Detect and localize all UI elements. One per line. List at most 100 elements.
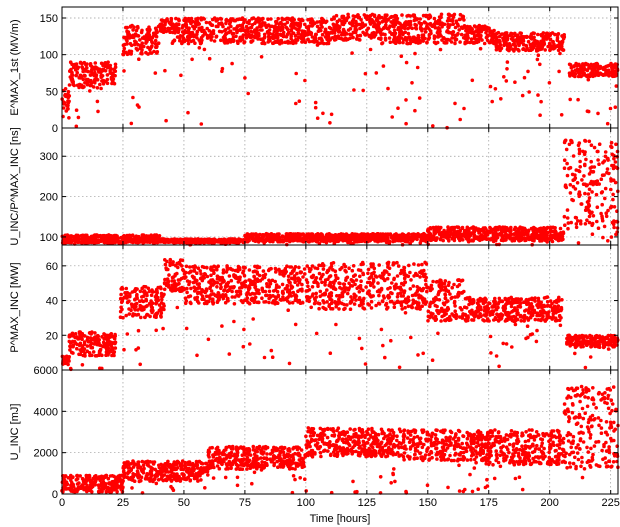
data-point [285, 283, 290, 288]
data-point [192, 269, 197, 273]
data-point [71, 65, 76, 70]
data-point [260, 24, 264, 28]
data-point [441, 36, 446, 40]
data-point [195, 22, 199, 27]
data-point [113, 73, 117, 78]
data-point [312, 301, 317, 306]
data-point [495, 47, 500, 51]
data-point [75, 83, 80, 88]
data-point [253, 35, 257, 40]
data-point [522, 75, 527, 80]
data-point [297, 99, 302, 103]
data-point [477, 25, 481, 30]
data-point [370, 19, 375, 23]
data-point [423, 21, 428, 25]
data-point [419, 238, 423, 243]
data-point [577, 149, 582, 153]
data-point [577, 151, 582, 156]
data-point [82, 60, 87, 65]
data-point [231, 39, 236, 44]
data-point [557, 69, 561, 74]
data-point [262, 355, 267, 360]
data-point [314, 276, 319, 280]
data-point [199, 240, 203, 245]
data-point [385, 26, 389, 31]
data-point [346, 12, 350, 17]
data-point [563, 184, 568, 189]
data-point [254, 29, 259, 34]
data-point [450, 19, 455, 23]
data-point [251, 269, 256, 274]
data-point [306, 235, 311, 239]
data-point [356, 13, 360, 17]
data-point [339, 33, 344, 37]
data-point [556, 234, 560, 239]
data-point [548, 237, 552, 242]
data-point [241, 33, 246, 37]
data-point [489, 38, 494, 43]
data-point [225, 297, 230, 302]
data-point [399, 233, 404, 238]
data-point [95, 78, 100, 82]
data-point [587, 210, 592, 214]
data-point [204, 294, 209, 299]
data-point [170, 25, 175, 30]
y-tick-label: 50 [46, 86, 58, 98]
data-point [99, 86, 103, 91]
data-point [165, 259, 169, 264]
data-point [380, 20, 385, 24]
data-point [438, 231, 442, 235]
data-point [99, 236, 104, 240]
data-point [313, 105, 318, 110]
data-point [199, 237, 204, 242]
data-point [350, 232, 355, 237]
data-point [598, 66, 603, 70]
data-point [223, 27, 228, 32]
data-point [136, 346, 141, 350]
data-point [199, 16, 203, 20]
data-point [148, 239, 153, 244]
data-point [303, 272, 307, 276]
data-point [202, 265, 206, 270]
data-point [113, 346, 118, 350]
data-point [531, 232, 535, 237]
data-point [524, 228, 528, 233]
data-point [146, 236, 150, 240]
data-point [417, 96, 422, 100]
data-point [179, 73, 183, 78]
data-point [139, 50, 144, 55]
data-point [470, 78, 475, 83]
data-point [149, 51, 154, 55]
data-point [535, 57, 540, 62]
data-point [188, 265, 192, 269]
data-point [602, 224, 607, 229]
data-point [295, 271, 299, 276]
data-point [246, 290, 250, 295]
data-point [73, 332, 78, 336]
data-point [485, 33, 490, 38]
data-point [255, 26, 259, 30]
data-point [228, 287, 232, 292]
data-point [288, 17, 293, 21]
data-point [298, 238, 302, 243]
data-point [109, 340, 114, 345]
data-point [358, 38, 362, 42]
data-point [534, 47, 539, 52]
data-point [560, 44, 564, 49]
data-point [69, 234, 74, 239]
data-point [84, 77, 89, 82]
data-point [284, 35, 289, 39]
data-point [268, 237, 273, 242]
data-point [80, 337, 84, 342]
data-point [381, 32, 385, 36]
data-point [501, 225, 505, 229]
data-point [119, 305, 123, 310]
data-point [368, 17, 372, 22]
data-point [369, 36, 374, 40]
data-point [91, 85, 96, 89]
data-point [461, 16, 465, 20]
data-point [163, 262, 168, 267]
data-point [613, 105, 618, 109]
data-point [458, 40, 462, 44]
data-point [473, 227, 477, 232]
